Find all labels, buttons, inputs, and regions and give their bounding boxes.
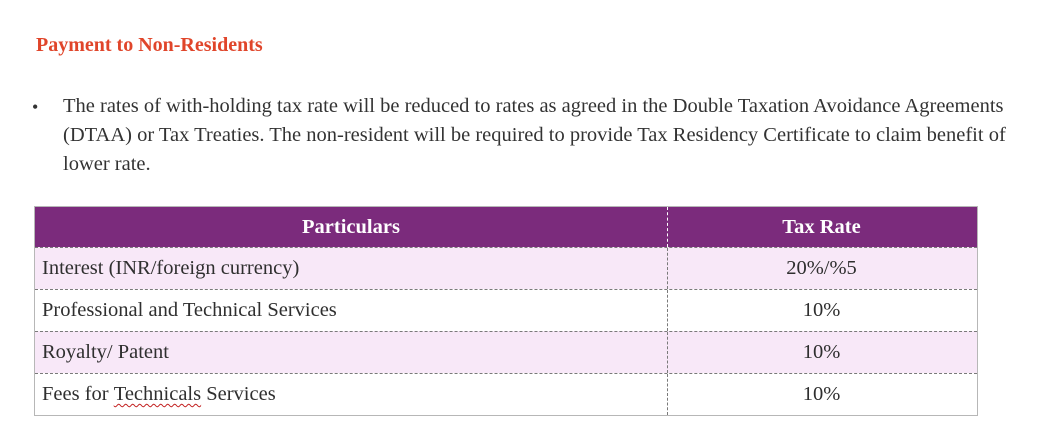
particulars-cell: Professional and Technical Services (35, 290, 668, 331)
particulars-text-prefix: Fees for (42, 383, 114, 405)
table-row: Professional and Technical Services 10% (35, 289, 977, 331)
tax-rate-cell: 10% (802, 341, 841, 363)
particulars-cell: Royalty/ Patent (35, 332, 668, 373)
particulars-cell: Interest (INR/foreign currency) (35, 248, 668, 289)
tax-rate-cell: 10% (802, 299, 841, 321)
spellcheck-flagged-word[interactable]: Technicals (113, 383, 202, 405)
column-header-particulars: Particulars (35, 207, 668, 247)
table-row: Fees for Technicals Services 10% (35, 373, 977, 415)
table-row: Interest (INR/foreign currency) 20%/%5 (35, 247, 977, 289)
tax-rates-table: Particulars Tax Rate Interest (INR/forei… (34, 206, 978, 416)
tax-rate-cell: 10% (802, 383, 841, 405)
bullet-marker: • (32, 97, 39, 117)
tax-rate-cell: 20%/%5 (786, 257, 857, 279)
column-header-tax-rate: Tax Rate (782, 215, 861, 238)
particulars-cell: Fees for Technicals Services (35, 374, 668, 415)
paragraph-text: The rates of with-holding tax rate will … (63, 95, 1006, 175)
table-row: Royalty/ Patent 10% (35, 331, 977, 373)
section-heading: Payment to Non-Residents (36, 34, 263, 56)
table-header-row: Particulars Tax Rate (35, 207, 977, 247)
particulars-text-suffix: Services (201, 383, 276, 405)
